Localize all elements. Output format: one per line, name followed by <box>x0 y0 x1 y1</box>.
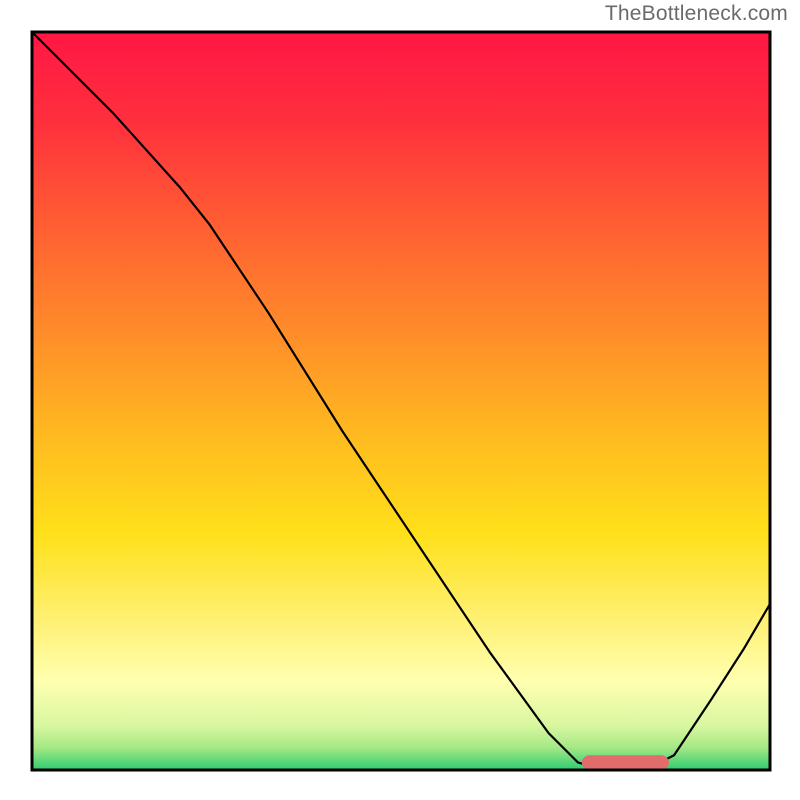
gradient-background <box>32 32 770 770</box>
attribution-label: TheBottleneck.com <box>605 2 788 26</box>
chart-image: TheBottleneck.com <box>0 0 800 800</box>
bottleneck-curve-chart <box>0 0 800 800</box>
optimal-range-marker <box>582 755 669 770</box>
